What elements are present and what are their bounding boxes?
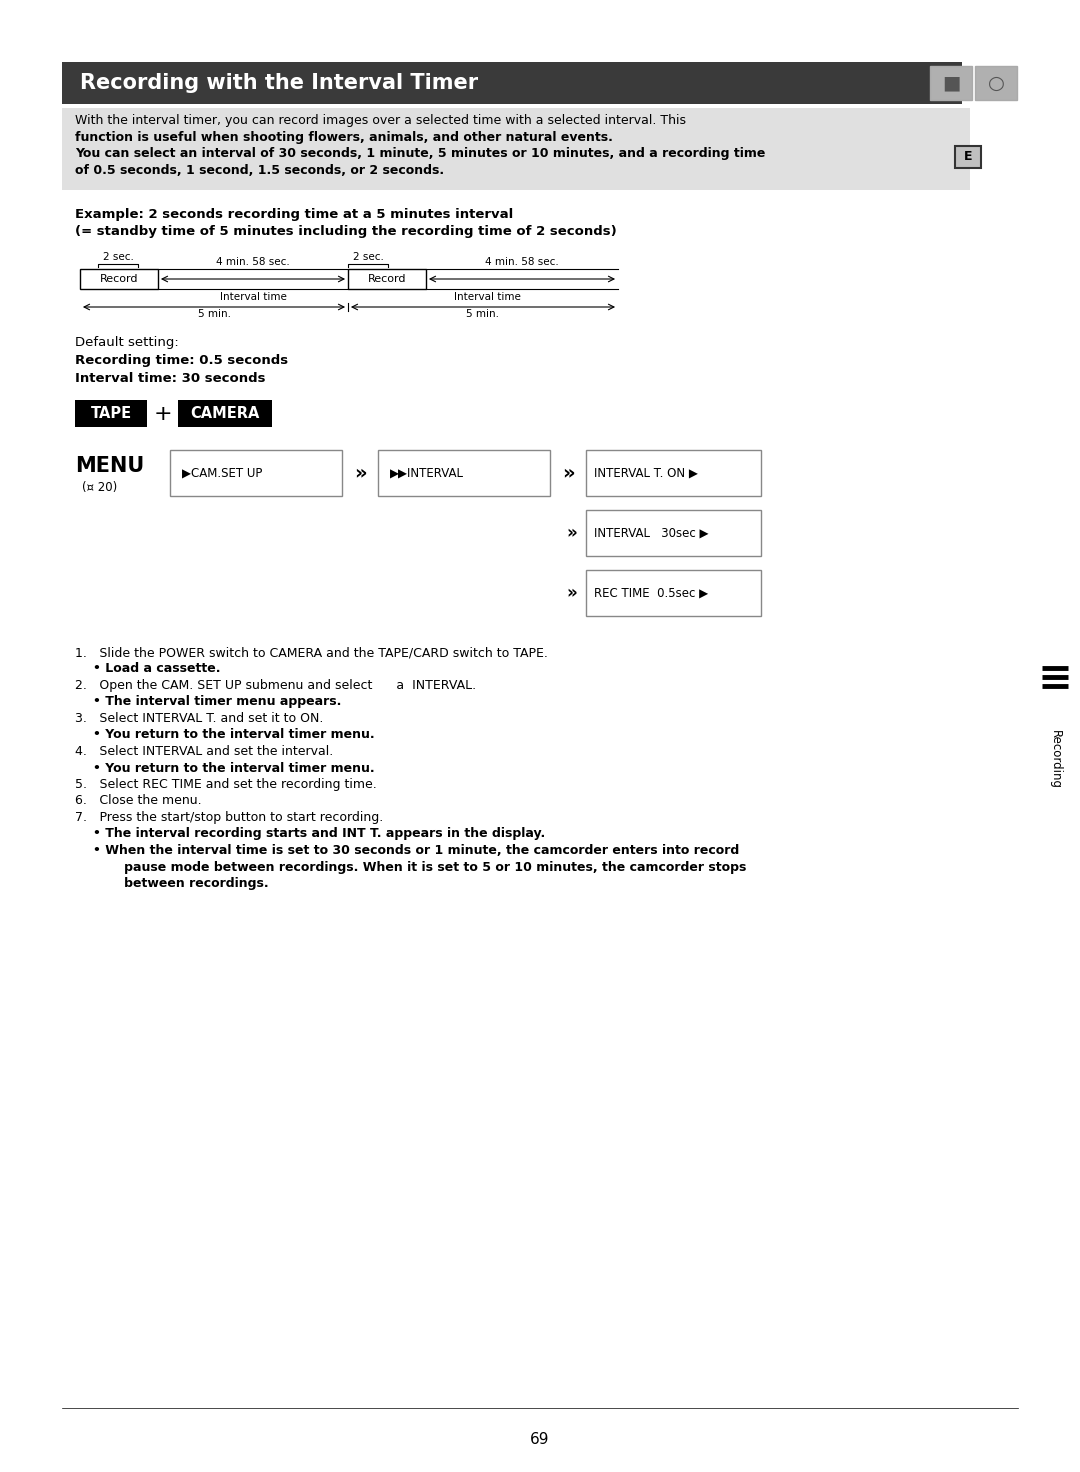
Text: 4 min. 58 sec.: 4 min. 58 sec. xyxy=(485,258,558,266)
Text: • The interval recording starts and INT T. appears in the display.: • The interval recording starts and INT … xyxy=(93,827,545,841)
Text: »: » xyxy=(562,464,575,483)
FancyBboxPatch shape xyxy=(348,269,426,289)
Text: +: + xyxy=(153,403,173,424)
Text: of 0.5 seconds, 1 second, 1.5 seconds, or 2 seconds.: of 0.5 seconds, 1 second, 1.5 seconds, o… xyxy=(75,163,444,177)
Text: ■: ■ xyxy=(942,74,960,93)
FancyBboxPatch shape xyxy=(930,66,972,100)
Text: function is useful when shooting flowers, animals, and other natural events.: function is useful when shooting flowers… xyxy=(75,131,612,143)
Text: 4 min. 58 sec.: 4 min. 58 sec. xyxy=(216,258,289,266)
Text: 5 min.: 5 min. xyxy=(467,309,499,319)
Text: Interval time: 30 seconds: Interval time: 30 seconds xyxy=(75,372,266,386)
Text: Record: Record xyxy=(99,274,138,284)
Text: ○: ○ xyxy=(987,74,1004,93)
FancyBboxPatch shape xyxy=(170,450,342,496)
Text: Record: Record xyxy=(368,274,406,284)
Text: 3. Select INTERVAL T. and set it to ON.: 3. Select INTERVAL T. and set it to ON. xyxy=(75,712,323,726)
Text: between recordings.: between recordings. xyxy=(111,877,269,891)
Text: »: » xyxy=(567,584,578,602)
Text: Interval time: Interval time xyxy=(219,291,286,302)
Text: MENU: MENU xyxy=(75,456,145,475)
FancyBboxPatch shape xyxy=(178,400,272,427)
Text: 6. Close the menu.: 6. Close the menu. xyxy=(75,795,202,808)
Text: E: E xyxy=(963,150,972,163)
Text: Recording: Recording xyxy=(1049,730,1062,789)
Text: • Load a cassette.: • Load a cassette. xyxy=(93,662,220,676)
Text: 5 min.: 5 min. xyxy=(198,309,230,319)
FancyBboxPatch shape xyxy=(586,570,761,615)
Text: TAPE: TAPE xyxy=(91,406,132,421)
Text: pause mode between recordings. When it is set to 5 or 10 minutes, the camcorder : pause mode between recordings. When it i… xyxy=(111,861,746,873)
Text: INTERVAL T. ON ▶: INTERVAL T. ON ▶ xyxy=(594,467,698,480)
Text: 7. Press the start/stop button to start recording.: 7. Press the start/stop button to start … xyxy=(75,811,383,824)
Text: 2 sec.: 2 sec. xyxy=(352,252,383,262)
Text: INTERVAL   30sec ▶: INTERVAL 30sec ▶ xyxy=(594,527,708,540)
FancyBboxPatch shape xyxy=(586,450,761,496)
Text: 4. Select INTERVAL and set the interval.: 4. Select INTERVAL and set the interval. xyxy=(75,745,334,758)
Text: CAMERA: CAMERA xyxy=(190,406,259,421)
Text: 1. Slide the POWER switch to CAMERA and the TAPE/CARD switch to TAPE.: 1. Slide the POWER switch to CAMERA and … xyxy=(75,646,548,659)
FancyBboxPatch shape xyxy=(62,107,970,190)
Text: (= standby time of 5 minutes including the recording time of 2 seconds): (= standby time of 5 minutes including t… xyxy=(75,225,617,238)
Text: You can select an interval of 30 seconds, 1 minute, 5 minutes or 10 minutes, and: You can select an interval of 30 seconds… xyxy=(75,147,766,160)
Text: »: » xyxy=(353,464,366,483)
Text: ▶CAM.SET UP: ▶CAM.SET UP xyxy=(183,467,262,480)
Text: Interval time: Interval time xyxy=(454,291,521,302)
Text: 2. Open the CAM. SET UP submenu and select      a  INTERVAL.: 2. Open the CAM. SET UP submenu and sele… xyxy=(75,679,476,692)
Text: ▶▶INTERVAL: ▶▶INTERVAL xyxy=(390,467,464,480)
FancyBboxPatch shape xyxy=(75,400,147,427)
Text: Default setting:: Default setting: xyxy=(75,336,179,349)
Text: REC TIME  0.5sec ▶: REC TIME 0.5sec ▶ xyxy=(594,586,708,599)
Text: • You return to the interval timer menu.: • You return to the interval timer menu. xyxy=(93,761,375,774)
Text: • The interval timer menu appears.: • The interval timer menu appears. xyxy=(93,695,341,708)
Text: »: » xyxy=(567,524,578,542)
Text: • When the interval time is set to 30 seconds or 1 minute, the camcorder enters : • When the interval time is set to 30 se… xyxy=(93,843,739,857)
Text: With the interval timer, you can record images over a selected time with a selec: With the interval timer, you can record … xyxy=(75,113,686,127)
Text: Recording with the Interval Timer: Recording with the Interval Timer xyxy=(80,74,478,93)
Text: Recording time: 0.5 seconds: Recording time: 0.5 seconds xyxy=(75,353,288,367)
FancyBboxPatch shape xyxy=(975,66,1017,100)
Text: Example: 2 seconds recording time at a 5 minutes interval: Example: 2 seconds recording time at a 5… xyxy=(75,208,513,221)
FancyBboxPatch shape xyxy=(586,509,761,556)
Text: • You return to the interval timer menu.: • You return to the interval timer menu. xyxy=(93,729,375,742)
FancyBboxPatch shape xyxy=(80,269,158,289)
FancyBboxPatch shape xyxy=(378,450,550,496)
Text: 69: 69 xyxy=(530,1432,550,1447)
FancyBboxPatch shape xyxy=(62,62,962,105)
Text: (¤ 20): (¤ 20) xyxy=(82,481,118,495)
Text: 2 sec.: 2 sec. xyxy=(103,252,134,262)
Text: 5. Select REC TIME and set the recording time.: 5. Select REC TIME and set the recording… xyxy=(75,779,377,790)
FancyBboxPatch shape xyxy=(955,146,981,168)
